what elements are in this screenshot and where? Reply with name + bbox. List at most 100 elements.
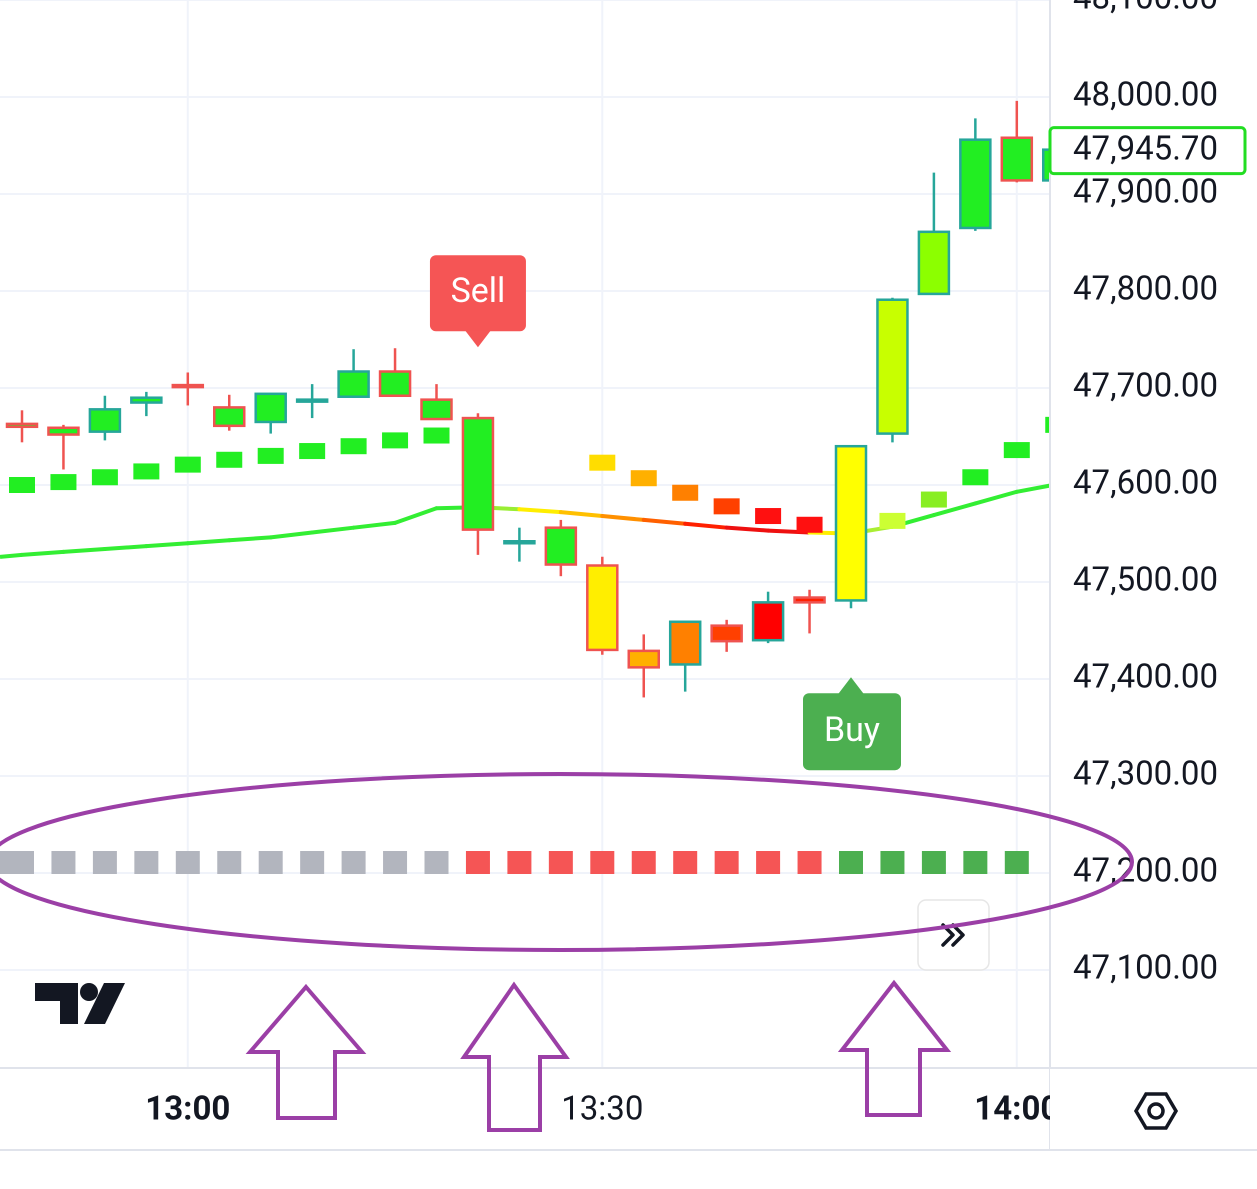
highlight-ellipse xyxy=(0,772,1134,952)
candle-body xyxy=(420,398,453,421)
moving-average xyxy=(724,525,771,533)
highlight-arrow xyxy=(837,979,952,1117)
moving-average xyxy=(931,501,978,518)
y-tick-label: 47,700.00 xyxy=(1073,367,1218,406)
trailing-stop xyxy=(1045,416,1050,433)
candle-body xyxy=(751,601,785,642)
y-tick-label: 47,100.00 xyxy=(1073,949,1218,988)
moving-average xyxy=(517,507,563,515)
trailing-stop xyxy=(133,463,160,480)
last-price-label: 47,945.70 xyxy=(1073,129,1218,168)
y-tick-label: 47,300.00 xyxy=(1073,755,1218,794)
y-tick-label: 47,400.00 xyxy=(1073,658,1218,697)
candle-body xyxy=(295,398,329,403)
signal-square xyxy=(714,851,739,874)
moving-average xyxy=(1014,483,1050,494)
trailing-stop xyxy=(755,508,782,525)
signal-square xyxy=(0,851,18,874)
trailing-stop xyxy=(713,498,740,515)
signal-label: Sell xyxy=(451,271,506,311)
candle-body xyxy=(668,620,702,666)
trailing-stop xyxy=(9,477,35,493)
price-axis-panel xyxy=(1050,0,1257,1150)
moving-average xyxy=(600,514,646,522)
moving-average xyxy=(351,520,398,530)
y-tick-label: 48,100.00 xyxy=(1073,0,1218,18)
candle-body xyxy=(503,540,536,545)
signal-pointer xyxy=(464,330,491,348)
candle-body xyxy=(171,383,205,389)
signal-square xyxy=(175,851,200,874)
moving-average xyxy=(558,510,605,519)
signal-square xyxy=(880,851,905,874)
axis-corner xyxy=(1050,1069,1257,1149)
plot-area: Sell Buy xyxy=(0,100,1050,874)
candle-body xyxy=(876,298,909,435)
tradingview-logo[interactable] xyxy=(35,983,125,1024)
candle-body xyxy=(1000,136,1034,182)
signal-label: Buy xyxy=(824,710,880,750)
trailing-stop xyxy=(91,469,118,486)
highlight-arrow xyxy=(245,983,367,1120)
signal-square xyxy=(258,851,283,874)
trailing-stop xyxy=(962,469,989,486)
candle-body xyxy=(47,426,80,436)
trailing-stop xyxy=(423,427,450,444)
y-tick-label: 47,500.00 xyxy=(1073,561,1218,600)
moving-average xyxy=(20,549,66,557)
signal-square xyxy=(963,851,988,874)
trailing-stop xyxy=(299,443,326,460)
moving-average xyxy=(102,544,149,552)
moving-average xyxy=(393,506,439,525)
x-tick-label: 14:00 xyxy=(974,1090,1059,1129)
y-tick-label: 47,600.00 xyxy=(1073,464,1218,503)
trailing-stop xyxy=(340,438,367,455)
moving-average xyxy=(973,489,1019,506)
candle-body xyxy=(627,649,660,669)
signal-square xyxy=(507,851,532,874)
trailing-stop xyxy=(920,491,947,508)
signal-square xyxy=(839,851,863,874)
candle-body xyxy=(378,370,412,398)
signal-square xyxy=(797,851,822,874)
moving-average xyxy=(641,517,688,526)
candle-body xyxy=(834,444,868,602)
candle-body xyxy=(959,138,992,230)
settings-button[interactable] xyxy=(1133,1092,1179,1130)
signal-box xyxy=(803,693,901,771)
candle-body xyxy=(130,396,163,404)
moving-average xyxy=(61,547,107,554)
buy-signal: Buy xyxy=(803,677,901,771)
last-price-box xyxy=(1048,126,1247,176)
moving-average xyxy=(144,541,190,549)
candle-body xyxy=(337,370,370,398)
trailing-stop xyxy=(796,516,823,533)
signal-square xyxy=(424,851,449,874)
scroll-to-realtime-button[interactable] xyxy=(917,899,990,971)
candle-body xyxy=(1042,148,1050,182)
signal-square xyxy=(92,851,117,874)
trailing-stop xyxy=(50,474,77,491)
highlight-arrow xyxy=(460,981,570,1132)
y-tick-label: 47,800.00 xyxy=(1073,270,1218,309)
moving-average xyxy=(185,538,232,546)
signal-square xyxy=(631,851,656,874)
moving-average xyxy=(268,530,315,540)
signal-square xyxy=(1004,851,1029,874)
price-axis: 48,100.00 48,000.00 47,900.00 47,800.00 47,7… xyxy=(1048,0,1247,988)
candle-body xyxy=(213,406,246,428)
candle-body xyxy=(5,422,39,429)
x-tick-label: 13:30 xyxy=(561,1090,643,1129)
moving-average xyxy=(310,525,356,535)
trailing-stop xyxy=(1003,442,1030,459)
signal-square xyxy=(921,851,946,874)
signal-square xyxy=(134,851,159,874)
signal-square xyxy=(341,851,366,874)
y-tick-label: 48,000.00 xyxy=(1073,76,1218,115)
signal-square xyxy=(673,851,698,874)
trailing-stop xyxy=(382,432,409,449)
trailing-stop xyxy=(174,456,201,473)
candle-body xyxy=(710,624,743,643)
moving-average xyxy=(0,552,23,559)
signal-square xyxy=(383,851,408,874)
